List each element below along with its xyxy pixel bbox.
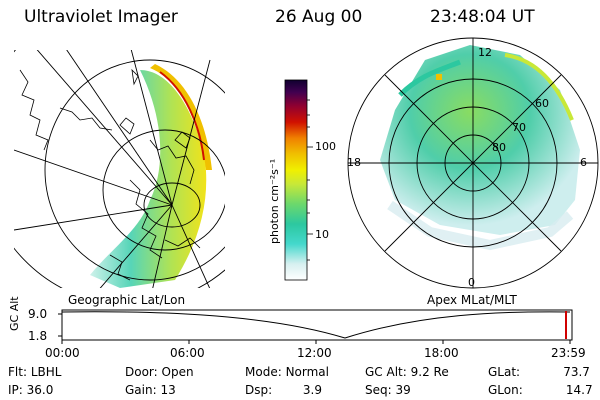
status-dsp: Dsp: 3.9 [245,383,322,397]
polar-map [380,45,580,251]
status-glat: GLat: 73.7 [488,365,590,379]
image-time: 23:48:04 UT [430,7,535,27]
colorbar-tick-100: 100 [315,140,336,153]
status-ip: IP: 36.0 [8,383,54,397]
timeline-ytick-bottom: 1.8 [28,329,48,343]
mlat-label-60: 60 [535,97,549,110]
colorbar-tick-10: 10 [315,228,329,241]
mlt-label-6: 6 [580,156,587,169]
timeline-xtick-0600: 06:00 [170,346,205,360]
status-flt: Flt: LBHL [8,365,62,379]
geographic-map [14,50,225,288]
status-mode: Mode: Normal [245,365,329,379]
timeline-xtick-1800: 18:00 [424,346,459,360]
mlat-label-80: 80 [492,141,506,154]
left-map-label: Geographic Lat/Lon [68,293,186,307]
status-gc-alt: GC Alt: 9.2 Re [365,365,449,379]
image-date: 26 Aug 00 [275,7,363,27]
colorbar [284,79,308,281]
polar-grid [347,37,599,289]
status-glon: GLon: 14.7 [488,383,593,397]
status-gain: Gain: 13 [125,383,176,397]
timeline-xtick-0000: 00:00 [45,346,80,360]
mlt-label-0: 0 [468,276,475,289]
mlt-label-12: 12 [478,46,492,59]
timeline-xtick-2359: 23:59 [551,346,586,360]
colorbar-ticks [307,99,313,261]
timeline-ylabel: GC Alt [8,296,21,331]
altitude-timeline [58,309,573,344]
mlt-label-18: 18 [347,156,361,169]
colorbar-unit-label: photon cm⁻²s⁻¹ [268,158,281,244]
instrument-title: Ultraviolet Imager [24,7,178,27]
status-seq: Seq: 39 [365,383,411,397]
right-map-label: Apex MLat/MLT [427,293,517,307]
timeline-ytick-top: 9.0 [28,307,48,321]
mlat-label-70: 70 [512,121,526,134]
timeline-xtick-1200: 12:00 [297,346,332,360]
status-door: Door: Open [125,365,194,379]
